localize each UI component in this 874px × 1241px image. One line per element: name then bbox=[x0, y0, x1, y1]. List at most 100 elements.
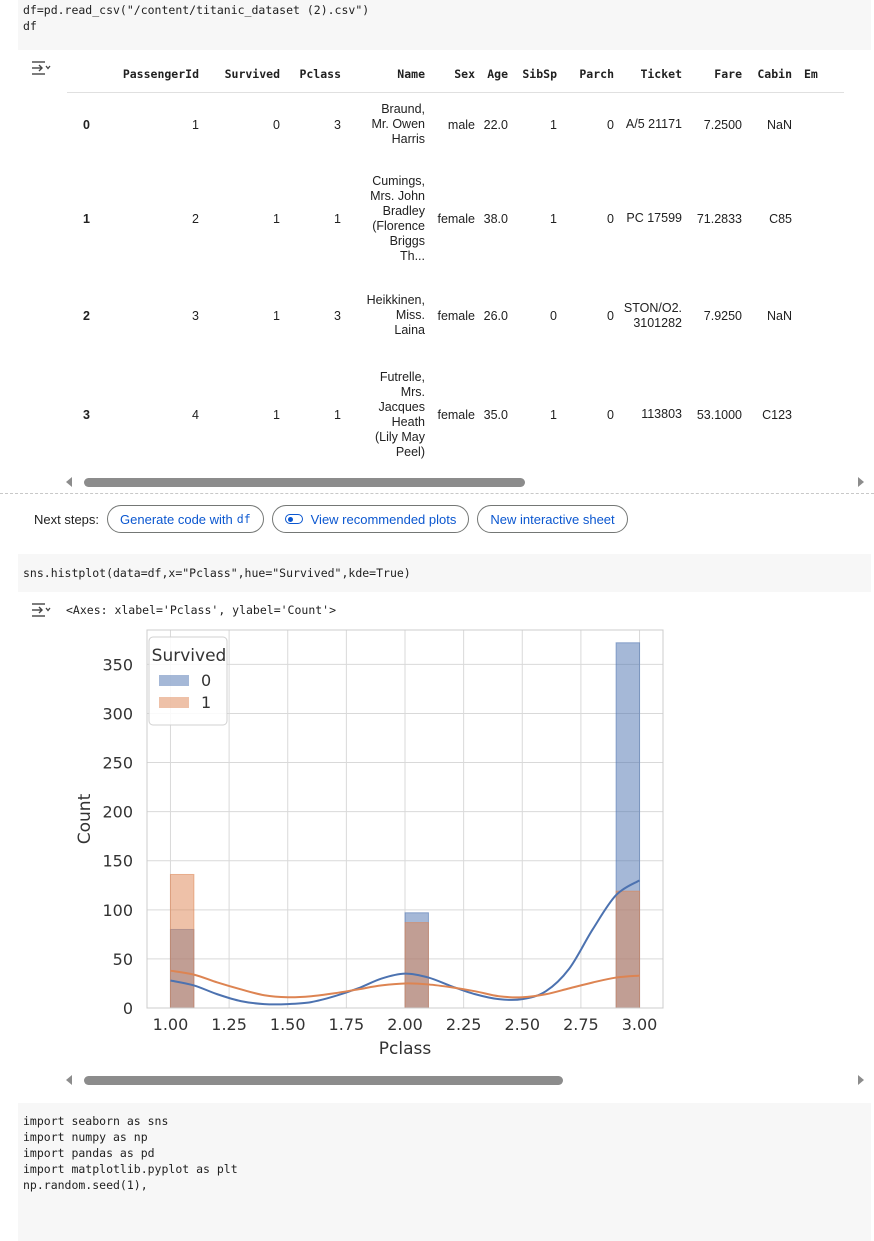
table-cell: male bbox=[447, 117, 475, 132]
dataframe-output: PassengerId Survived Pclass Name Sex Age… bbox=[67, 56, 871, 484]
table-cell: 0 bbox=[607, 308, 614, 323]
column-header-passengerid: PassengerId bbox=[107, 56, 199, 93]
code-line: import pandas as pd bbox=[23, 1146, 155, 1160]
cell-line: PC 17599 bbox=[626, 211, 682, 225]
table-cell: 0 bbox=[607, 117, 614, 132]
table-cell-ticket: PC 17599 bbox=[614, 157, 682, 281]
code-line: import numpy as np bbox=[23, 1130, 148, 1144]
table-cell: female bbox=[437, 308, 475, 323]
table-cell: NaN bbox=[766, 117, 792, 132]
table-cell: 4 bbox=[192, 407, 199, 422]
cell-line: 113803 bbox=[641, 407, 682, 421]
table-cell: 3 bbox=[334, 308, 341, 323]
table-cell bbox=[792, 281, 844, 351]
table-header-row: PassengerId Survived Pclass Name Sex Age… bbox=[67, 56, 844, 93]
row-index: 0 bbox=[83, 117, 90, 132]
table-cell: 53.1000 bbox=[696, 407, 742, 422]
cell-line: Cumings, bbox=[372, 173, 425, 188]
column-header-sibsp: SibSp bbox=[508, 56, 557, 93]
table-cell: 0 bbox=[273, 117, 280, 132]
x-tick-label: 2.00 bbox=[387, 1015, 423, 1034]
table-cell: C123 bbox=[762, 407, 792, 422]
arrow-right-icon[interactable] bbox=[858, 1075, 864, 1085]
table-cell bbox=[792, 351, 844, 479]
table-cell: 1 bbox=[550, 117, 557, 132]
arrow-left-icon[interactable] bbox=[66, 1075, 72, 1085]
y-tick-label: 350 bbox=[102, 655, 133, 674]
collapse-output-icon[interactable] bbox=[31, 602, 51, 618]
table-cell: 71.2833 bbox=[696, 211, 742, 226]
chart-horizontal-scrollbar[interactable] bbox=[66, 1073, 864, 1087]
y-axis-label: Count bbox=[75, 793, 95, 844]
table-cell: 0 bbox=[607, 407, 614, 422]
cell-line: Heath bbox=[391, 414, 425, 429]
table-row: 0 1 0 3 Braund, Mr. Owen Harris male 22.0 … bbox=[67, 93, 844, 157]
table-cell-name: Futrelle, Mrs. Jacques Heath (Lily May Peel) bbox=[341, 351, 425, 479]
code-line: sns.histplot(data=df,x="Pclass",hue="Sur… bbox=[23, 566, 411, 580]
code-cell-read-csv[interactable]: df=pd.read_csv("/content/titanic_dataset… bbox=[18, 0, 871, 50]
y-tick-label: 150 bbox=[102, 852, 133, 871]
code-line: df=pd.read_csv("/content/titanic_dataset… bbox=[23, 3, 370, 17]
table-cell: 1 bbox=[273, 211, 280, 226]
arrow-right-icon[interactable] bbox=[858, 477, 864, 487]
y-tick-label: 200 bbox=[102, 803, 133, 822]
y-tick-label: 250 bbox=[102, 754, 133, 773]
table-cell: 7.2500 bbox=[703, 117, 742, 132]
code-line: np.random.seed(1), bbox=[23, 1178, 148, 1192]
generate-code-button[interactable]: Generate code with df bbox=[107, 505, 264, 533]
legend-swatch-0 bbox=[159, 675, 189, 686]
table-cell: 1 bbox=[334, 211, 341, 226]
code-cell-histplot[interactable]: sns.histplot(data=df,x="Pclass",hue="Sur… bbox=[18, 554, 871, 592]
cell-line: Mr. Owen bbox=[371, 117, 426, 132]
row-index: 2 bbox=[83, 308, 90, 323]
kde-line-0 bbox=[170, 879, 641, 1006]
table-row: 1 2 1 1 Cumings, Mrs. John Bradley (Florenc… bbox=[67, 157, 844, 281]
scrollbar-thumb[interactable] bbox=[84, 478, 525, 487]
cell-line: STON/O2. bbox=[623, 300, 682, 315]
row-index: 3 bbox=[83, 407, 90, 422]
axes-repr-output: <Axes: xlabel='Pclass', ylabel='Count'> bbox=[66, 603, 337, 617]
table-cell: 35.0 bbox=[483, 407, 508, 422]
table-cell: 26.0 bbox=[483, 308, 508, 323]
dataframe-horizontal-scrollbar[interactable] bbox=[66, 475, 864, 489]
bar-1 bbox=[615, 890, 641, 1009]
scrollbar-thumb[interactable] bbox=[84, 1076, 563, 1085]
column-header-index bbox=[67, 56, 107, 93]
y-tick-label: 100 bbox=[102, 901, 133, 920]
cell-line: Th... bbox=[399, 248, 425, 263]
y-tick-label: 300 bbox=[102, 704, 133, 723]
column-header-embarked: Em bbox=[792, 56, 844, 93]
chip-code: df bbox=[236, 512, 251, 526]
cell-line: Mrs. bbox=[400, 384, 425, 399]
next-steps-bar: Next steps: Generate code with df View r… bbox=[34, 505, 636, 533]
table-cell-name: Heikkinen, Miss. Laina bbox=[341, 281, 425, 351]
legend-label-0: 0 bbox=[201, 671, 211, 690]
cell-line: (Florence bbox=[372, 218, 425, 233]
toggle-icon bbox=[284, 514, 303, 524]
bar-1 bbox=[169, 873, 195, 1009]
table-cell: 1 bbox=[550, 211, 557, 226]
cell-line: Mrs. John bbox=[370, 188, 425, 203]
x-tick-label: 3.00 bbox=[622, 1015, 658, 1034]
legend-label-1: 1 bbox=[201, 693, 211, 712]
view-recommended-plots-button[interactable]: View recommended plots bbox=[271, 505, 470, 533]
cell-line: (Lily May bbox=[374, 429, 425, 444]
new-interactive-sheet-button[interactable]: New interactive sheet bbox=[477, 505, 628, 533]
cell-line: Jacques bbox=[378, 399, 425, 414]
legend-title: Survived bbox=[152, 646, 227, 666]
table-cell: 2 bbox=[192, 211, 199, 226]
cell-line: Peel) bbox=[395, 444, 425, 459]
legend-swatch-1 bbox=[159, 697, 189, 708]
next-steps-label: Next steps: bbox=[34, 511, 100, 527]
cell-line: Bradley bbox=[382, 203, 425, 218]
cell-line: Briggs bbox=[389, 233, 425, 248]
arrow-left-icon[interactable] bbox=[66, 477, 72, 487]
cell-line: Laina bbox=[394, 323, 425, 337]
chip-label: Generate code with bbox=[120, 511, 233, 527]
code-line: import seaborn as sns bbox=[23, 1114, 169, 1128]
code-cell-imports[interactable]: import seaborn as sns import numpy as np… bbox=[18, 1103, 871, 1241]
table-cell-ticket: A/5 21171 bbox=[614, 93, 682, 157]
table-cell: female bbox=[437, 407, 475, 422]
table-cell: 38.0 bbox=[483, 211, 508, 226]
collapse-output-icon[interactable] bbox=[31, 60, 51, 76]
